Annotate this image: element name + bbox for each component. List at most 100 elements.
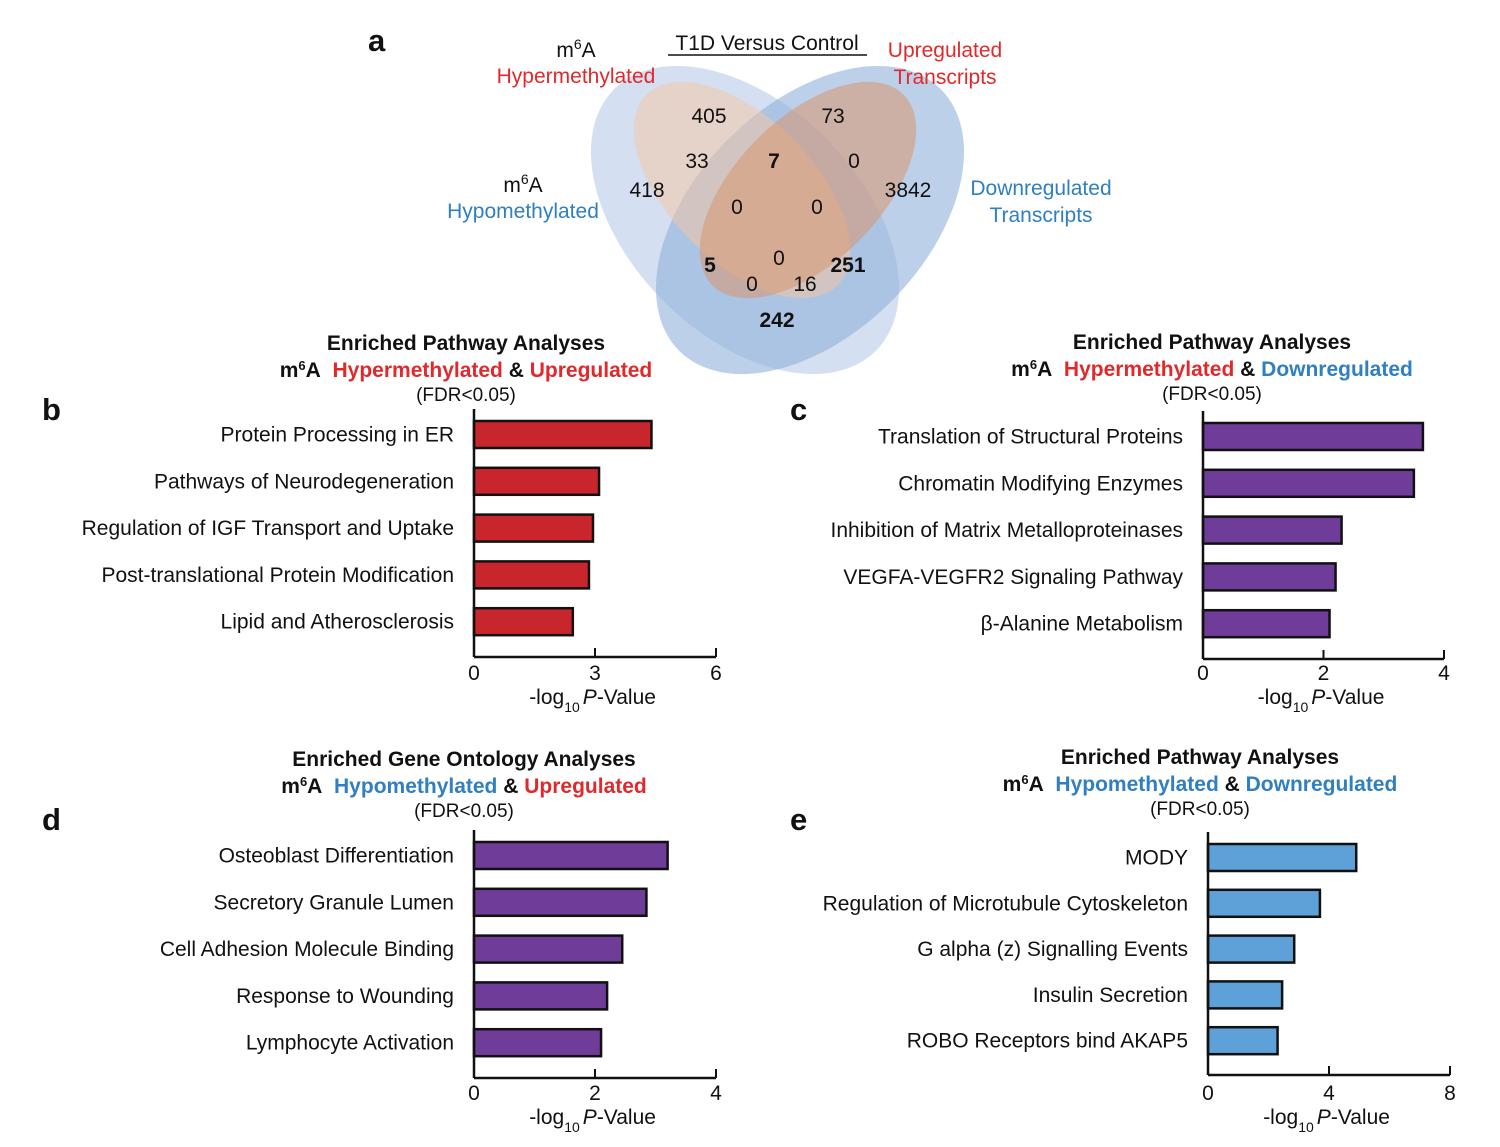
category-label-c-4: β-Alanine Metabolism [981,613,1183,636]
xlabel-pre-b: -log [529,686,564,709]
subtitle-m-e: m [1003,773,1022,796]
label-hypomethylated: Hypomethylated [447,200,599,223]
label-upregulated-1: Upregulated [888,39,1002,62]
count-up-down: 0 [848,150,860,173]
bar-b-1 [472,466,601,497]
category-label-d-4: Lymphocyte Activation [246,1032,454,1055]
x-axis-label-c: -log10 P-Value [1258,686,1385,715]
xlabel-sub-e: 10 [1298,1119,1314,1135]
xlabel-pre-d: -log [529,1106,564,1129]
subtitle-part1-c: Hypermethylated [1064,358,1234,381]
subtitle-part2-b: Upregulated [530,359,653,382]
label-upregulated-2: Transcripts [893,66,996,89]
subtitle-sup-c: 6 [1030,357,1037,372]
chart-note-b: (FDR<0.05) [416,385,516,406]
x-tick-label-e-0: 0 [1202,1082,1214,1105]
category-label-e-4: ROBO Receptors bind AKAP5 [907,1030,1188,1053]
count-hypo-down-16: 16 [793,273,816,296]
x-axis-label-e: -log10 P-Value [1263,1106,1390,1135]
category-label-c-1: Chromatin Modifying Enzymes [898,472,1183,495]
count-hyper-only: 405 [691,105,726,128]
subtitle-amp-c: & [1234,358,1261,381]
count-hypo-up: 0 [811,196,823,219]
venn-counts: 405 73 418 3842 33 7 0 0 0 5 0 251 0 16 … [629,105,931,332]
ellipse-upregulated [699,81,917,299]
xlabel-post-e: -Value [1331,1106,1390,1129]
panel-label-e: e [790,802,807,837]
xlabel-italic-c: P [1311,686,1325,709]
chart-note-c: (FDR<0.05) [1162,384,1262,405]
xlabel-italic-e: P [1317,1106,1331,1129]
venn-panel: a T1D Versus Control m6A Hypermethylated… [368,23,1112,375]
x-tick-label-d-0: 0 [468,1082,480,1105]
xlabel-sub-c: 10 [1293,699,1309,715]
bar-c-2 [1201,515,1343,545]
count-hyper-hypo-up: 5 [704,254,716,277]
count-hypo-down: 242 [759,309,794,332]
category-label-d-1: Secretory Granule Lumen [214,891,454,914]
subtitle-part1-b: Hypermethylated [333,359,503,382]
category-label-c-0: Translation of Structural Proteins [878,426,1183,449]
venn-ellipses [590,65,965,375]
panel-label-d: d [42,802,61,837]
category-label-e-0: MODY [1125,847,1188,870]
subtitle-sup-e: 6 [1021,772,1028,787]
label-downregulated-2: Transcripts [989,204,1092,227]
xlabel-sub-d: 10 [564,1119,580,1135]
x-tick-label-d-1: 2 [589,1082,601,1105]
xlabel-post-c: -Value [1325,686,1384,709]
x-axis-label-b: -log10 P-Value [529,686,656,715]
category-label-e-2: G alpha (z) Signalling Events [917,938,1188,961]
bar-chart-d: d Enriched Gene Ontology Analyses m6A Hypo… [42,748,722,1135]
chart-title-d: Enriched Gene Ontology Analyses [292,748,635,771]
x-tick-label-b-2: 6 [710,662,722,685]
label-hypo-m6a: m6A [503,171,542,197]
count-hyper-up-down: 0 [773,247,785,270]
category-label-d-3: Response to Wounding [236,985,454,1008]
bar-chart-c: c Enriched Pathway Analyses m6A Hypermethy… [790,331,1450,715]
bar-d-1 [472,887,648,918]
x-tick-label-c-2: 4 [1438,662,1450,685]
bar-e-1 [1206,888,1322,919]
bar-chart-e: e Enriched Pathway Analyses m6A Hypomethyl… [790,746,1456,1135]
bar-e-2 [1206,934,1296,964]
category-label-b-4: Lipid and Atherosclerosis [221,611,454,634]
bar-b-2 [472,513,595,543]
bar-e-4 [1206,1025,1279,1056]
bar-e-0 [1206,842,1358,873]
count-hyper-up: 7 [768,150,780,173]
subtitle-part2-e: Downregulated [1246,773,1398,796]
count-up-only: 73 [821,105,844,128]
x-tick-label-c-0: 0 [1197,662,1209,685]
count-hyper-hypo: 33 [685,150,708,173]
bar-d-2 [472,934,624,964]
count-down-only: 3842 [885,179,932,202]
x-tick-label-c-1: 2 [1318,662,1330,685]
count-hyper-down: 0 [731,196,743,219]
bar-c-4 [1201,608,1331,639]
xlabel-sub-b: 10 [564,699,580,715]
bar-c-3 [1201,562,1337,592]
subtitle-part2-c: Downregulated [1261,358,1413,381]
xlabel-italic-b: P [583,686,597,709]
category-label-c-2: Inhibition of Matrix Metalloproteinases [830,519,1183,542]
subtitle-a-c: A [1037,358,1064,381]
subtitle-amp-b: & [503,359,530,382]
subtitle-a-e: A [1029,773,1056,796]
chart-note-e: (FDR<0.05) [1150,799,1250,820]
x-tick-label-e-2: 8 [1444,1082,1456,1105]
chart-subtitle-e: m6A Hypomethylated & Downregulated [1003,772,1398,797]
xlabel-post-d: -Value [597,1106,656,1129]
x-tick-label-d-2: 4 [710,1082,722,1105]
subtitle-a-d: A [307,775,334,798]
bar-d-4 [472,1027,603,1058]
x-tick-label-b-0: 0 [468,662,480,685]
subtitle-sup-b: 6 [298,358,305,373]
bar-e-3 [1206,980,1284,1010]
count-hypo-only: 418 [629,179,664,202]
count-hyper-hypo-down: 0 [746,273,758,296]
category-label-d-2: Cell Adhesion Molecule Binding [160,938,454,961]
bar-d-0 [472,840,669,871]
label-hypermethylated: Hypermethylated [497,65,656,88]
